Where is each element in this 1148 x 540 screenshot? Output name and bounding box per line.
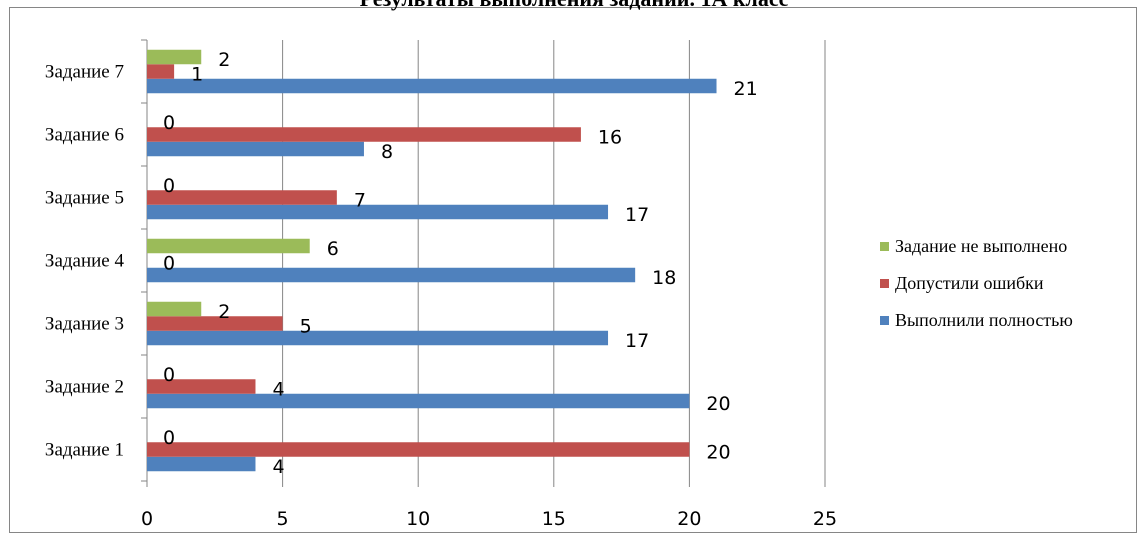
x-tick-label: 10 xyxy=(406,508,430,530)
data-label: 6 xyxy=(327,238,339,260)
legend-swatch xyxy=(880,242,889,251)
category-label: Задание 3 xyxy=(45,314,124,335)
data-label: 18 xyxy=(652,267,676,289)
x-tick-label: 15 xyxy=(542,508,566,530)
bar xyxy=(147,330,609,346)
bar xyxy=(147,379,256,394)
bar xyxy=(147,301,202,317)
data-label: 16 xyxy=(598,127,622,149)
bar xyxy=(147,64,175,79)
x-tick-label: 20 xyxy=(677,508,701,530)
data-label: 7 xyxy=(354,190,366,212)
data-label: 0 xyxy=(163,364,175,386)
legend-label: Задание не выполнено xyxy=(895,236,1068,256)
bar xyxy=(147,393,690,409)
bar xyxy=(147,141,364,157)
legend-swatch xyxy=(880,316,889,325)
bar xyxy=(147,442,690,457)
bar xyxy=(147,78,717,94)
data-label: 2 xyxy=(218,301,230,323)
data-label: 2 xyxy=(218,49,230,71)
bar xyxy=(147,204,609,220)
category-label: Задание 5 xyxy=(45,188,124,209)
data-label: 5 xyxy=(300,316,312,338)
bar xyxy=(147,267,636,283)
legend-item: Задание не выполнено xyxy=(880,228,1073,265)
legend-item: Выполнили полностью xyxy=(880,302,1073,339)
legend-label: Допустили ошибки xyxy=(895,273,1044,293)
legend-swatch xyxy=(880,279,889,288)
category-label: Задание 2 xyxy=(45,377,124,398)
legend-label: Выполнили полностью xyxy=(895,310,1073,330)
x-tick-label: 5 xyxy=(277,508,289,530)
bar xyxy=(147,127,581,142)
bar xyxy=(147,190,337,205)
category-label: Задание 6 xyxy=(45,125,124,146)
data-label: 17 xyxy=(625,330,649,352)
data-label: 21 xyxy=(734,78,758,100)
legend-item: Допустили ошибки xyxy=(880,265,1073,302)
chart-title: Результаты выполнения заданий. 1А класс xyxy=(0,0,1148,12)
bar xyxy=(147,49,202,65)
chart-frame xyxy=(9,7,1137,533)
category-label: Задание 7 xyxy=(45,62,124,83)
data-label: 20 xyxy=(706,442,730,464)
data-label: 0 xyxy=(163,112,175,134)
data-label: 4 xyxy=(272,456,284,478)
data-label: 17 xyxy=(625,204,649,226)
bar xyxy=(147,316,283,331)
category-label: Задание 4 xyxy=(45,251,125,272)
bar xyxy=(147,238,310,254)
chart-legend: Задание не выполнено Допустили ошибки Выпо… xyxy=(880,228,1073,339)
data-label: 4 xyxy=(272,379,284,401)
data-label: 1 xyxy=(191,64,203,86)
data-label: 0 xyxy=(163,175,175,197)
x-tick-label: 0 xyxy=(141,508,153,530)
bar xyxy=(147,456,256,472)
data-label: 0 xyxy=(163,427,175,449)
data-label: 20 xyxy=(706,393,730,415)
data-label: 8 xyxy=(381,141,393,163)
category-label: Задание 1 xyxy=(45,440,124,461)
data-label: 0 xyxy=(163,253,175,275)
x-tick-label: 25 xyxy=(813,508,837,530)
